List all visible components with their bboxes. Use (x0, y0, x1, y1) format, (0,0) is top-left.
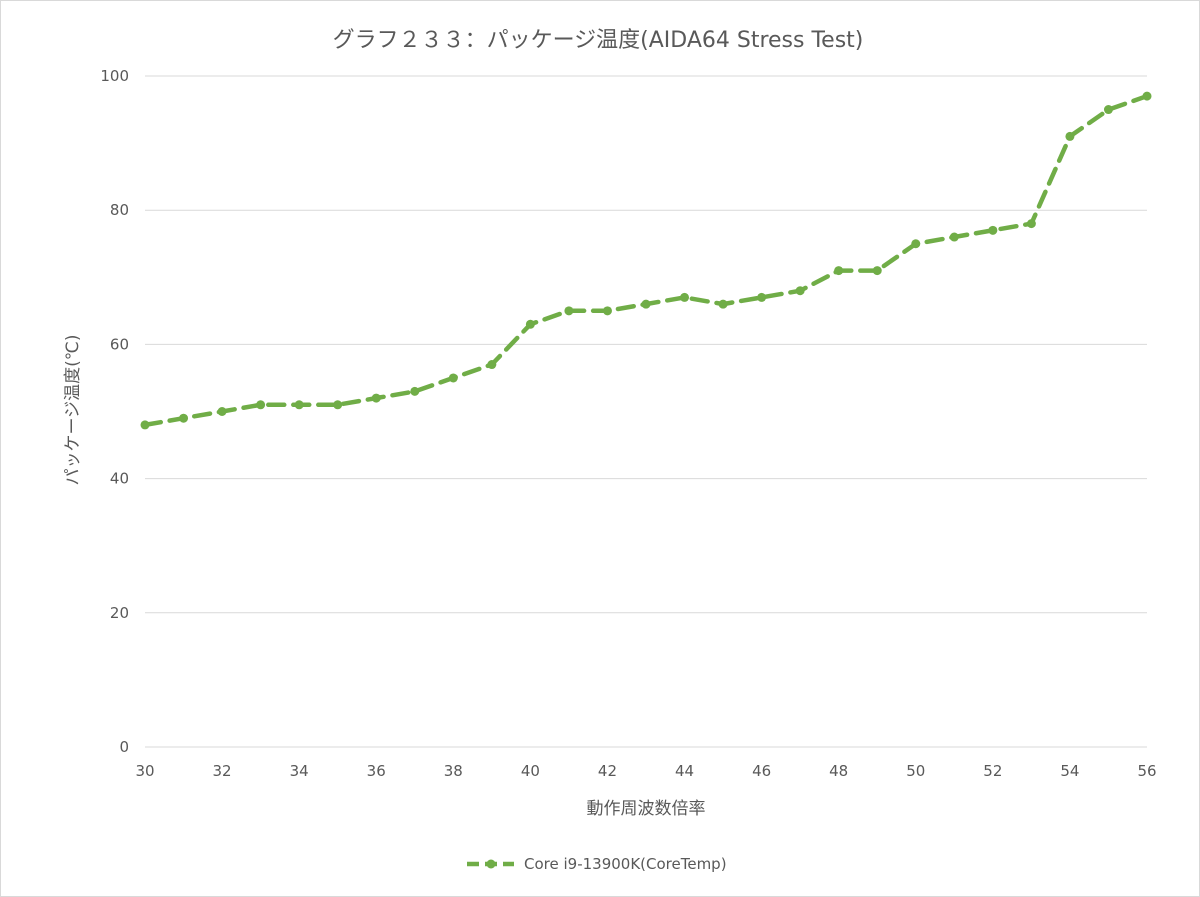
x-tick-label: 30 (135, 762, 154, 780)
x-axis-title: 動作周波数倍率 (587, 799, 706, 819)
data-point (487, 360, 497, 370)
data-point (371, 393, 381, 403)
x-tick-label: 38 (444, 762, 463, 780)
data-point (564, 306, 574, 316)
data-point (140, 420, 150, 430)
data-point (1026, 219, 1036, 229)
x-tick-label: 50 (906, 762, 925, 780)
gridlines (145, 75, 1147, 748)
data-point (217, 407, 227, 416)
data-point (949, 232, 959, 242)
data-point (757, 292, 767, 302)
y-tick-label: 40 (110, 470, 129, 488)
data-point (602, 306, 612, 316)
y-tick-label: 60 (110, 335, 129, 353)
data-point (795, 286, 805, 296)
legend: Core i9-13900K(CoreTemp) (467, 855, 727, 873)
x-tick-label: 46 (752, 762, 771, 780)
data-point (256, 400, 266, 410)
data-point (680, 292, 690, 302)
y-tick-label: 20 (110, 604, 129, 622)
data-point (179, 413, 189, 423)
x-tick-label: 34 (290, 762, 309, 780)
legend-swatch-marker (486, 859, 496, 869)
data-point (448, 373, 458, 383)
series-layer (140, 91, 1152, 430)
data-point (834, 266, 844, 276)
x-tick-label: 32 (213, 762, 232, 780)
data-point (641, 299, 651, 309)
x-tick-label: 56 (1137, 762, 1156, 780)
x-tick-label: 42 (598, 762, 617, 780)
data-point (872, 266, 882, 276)
x-tick-label: 54 (1060, 762, 1079, 780)
y-axis-ticks: 0 20 40 60 80 100 (100, 67, 129, 756)
legend-label: Core i9-13900K(CoreTemp) (524, 855, 727, 873)
x-tick-label: 44 (675, 762, 694, 780)
data-point (333, 400, 343, 410)
y-tick-label: 0 (119, 738, 129, 756)
x-tick-label: 48 (829, 762, 848, 780)
data-point (911, 239, 921, 249)
data-point (294, 400, 304, 410)
data-point (988, 225, 998, 235)
y-axis-title: パッケージ温度(℃) (63, 334, 83, 485)
data-point (1065, 131, 1075, 141)
x-axis-ticks: 30 32 34 36 38 40 42 44 46 48 50 52 54 56 (135, 762, 1156, 780)
x-tick-label: 52 (983, 762, 1002, 780)
data-point (410, 386, 420, 396)
x-tick-label: 40 (521, 762, 540, 780)
data-point (718, 299, 728, 309)
chart-title: グラフ２３３：パッケージ温度(AIDA64 Stress Test) (333, 28, 864, 53)
y-tick-label: 100 (100, 67, 129, 85)
series-line-0 (142, 93, 1150, 428)
x-tick-label: 36 (367, 762, 386, 780)
data-point (1142, 91, 1152, 101)
data-point (1103, 105, 1113, 115)
data-point (525, 319, 535, 329)
y-tick-label: 80 (110, 201, 129, 219)
